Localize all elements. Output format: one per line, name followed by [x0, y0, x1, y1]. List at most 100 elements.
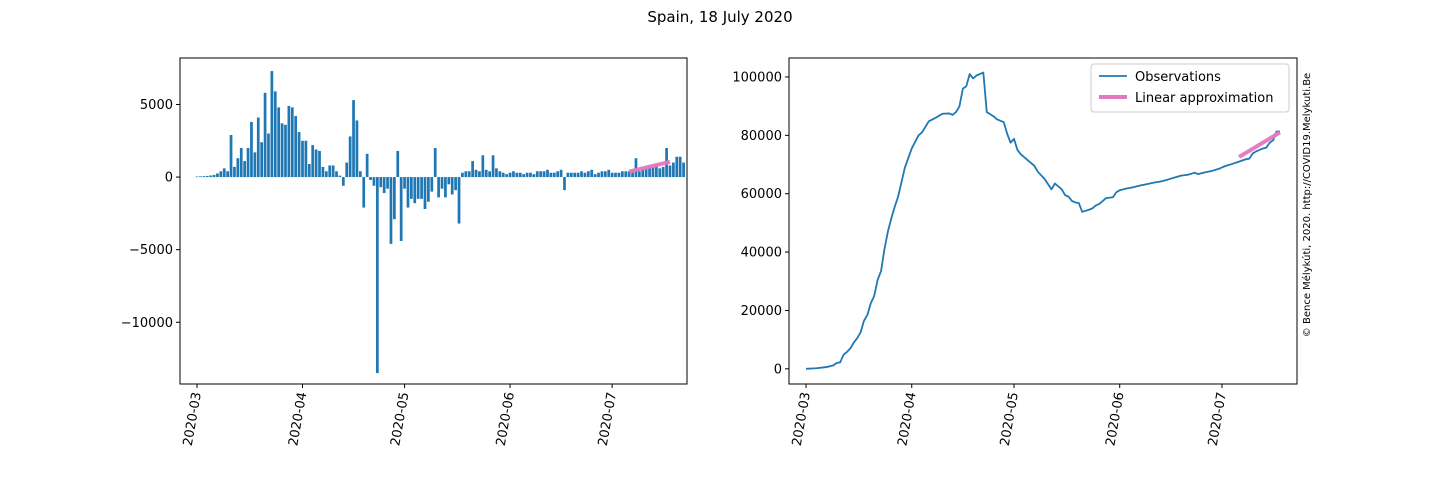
linear-approximation-line — [1238, 130, 1281, 159]
bar — [651, 166, 655, 178]
bar — [393, 177, 396, 220]
bar — [260, 142, 264, 178]
y-tick-label: 5000 — [140, 98, 173, 113]
x-tick-label: 2020-07 — [596, 391, 620, 447]
bar — [287, 105, 291, 178]
bar — [576, 172, 580, 178]
x-tick-label: 2020-05 — [388, 391, 412, 447]
bar — [440, 177, 444, 189]
bar — [583, 172, 587, 178]
bar — [335, 171, 338, 178]
bar — [358, 171, 362, 178]
bar — [209, 175, 212, 178]
bar — [226, 171, 229, 178]
bar — [362, 177, 366, 208]
bar — [478, 171, 481, 178]
bar — [341, 177, 345, 186]
bar — [199, 176, 202, 178]
bar — [512, 171, 515, 178]
bar — [644, 168, 648, 178]
x-tick-label: 2020-05 — [998, 391, 1022, 447]
bar — [256, 117, 260, 178]
bar — [471, 161, 474, 178]
bar — [552, 172, 556, 178]
bar — [532, 174, 536, 178]
bar — [307, 164, 311, 178]
bar — [668, 165, 672, 178]
bar — [212, 174, 216, 178]
bar — [331, 165, 335, 178]
bar — [379, 177, 383, 188]
bar — [301, 140, 304, 178]
bar — [620, 171, 624, 178]
bar — [263, 92, 267, 178]
bar — [216, 173, 219, 178]
x-tick-label: 2020-06 — [494, 391, 518, 447]
bar — [518, 172, 522, 178]
bar — [515, 172, 519, 178]
bar — [406, 177, 410, 208]
bar — [661, 166, 665, 178]
bar — [328, 165, 332, 178]
bar — [607, 169, 611, 178]
bar — [566, 172, 570, 178]
bar-chart-y-axis: 5000 0 −5000 −10000 — [121, 98, 180, 331]
bar — [447, 177, 451, 185]
bar — [277, 107, 281, 178]
bar — [416, 177, 420, 199]
bar — [522, 174, 526, 178]
bar — [314, 149, 318, 178]
bar — [586, 171, 590, 178]
bar — [433, 148, 437, 178]
legend-approximation-label: Linear approximation — [1135, 91, 1273, 106]
bar — [563, 177, 566, 191]
bar — [484, 169, 488, 178]
legend-box — [1090, 63, 1290, 113]
bar — [403, 177, 406, 189]
linear-approximation-line — [628, 159, 671, 174]
bar — [437, 177, 440, 198]
bar — [631, 171, 634, 178]
bar — [529, 172, 532, 178]
bar — [229, 134, 233, 178]
y-tick-label: −5000 — [129, 243, 173, 258]
bar — [420, 177, 423, 199]
line-chart-plot — [805, 71, 1281, 370]
y-tick-label: 0 — [165, 171, 173, 186]
bar — [222, 168, 226, 178]
bar-chart-x-axis: 2020-03 2020-04 2020-05 2020-06 2020-07 — [181, 384, 620, 447]
bar — [318, 150, 321, 178]
bar — [297, 132, 301, 178]
bar — [556, 171, 560, 178]
bar — [658, 168, 662, 178]
bar — [250, 121, 253, 178]
bar — [290, 107, 294, 178]
line-chart-y-axis: 0 20000 40000 60000 80000 100000 — [732, 70, 789, 377]
bar — [270, 71, 274, 178]
bar — [542, 171, 546, 178]
line-chart-x-axis: 2020-03 2020-04 2020-05 2020-06 2020-07 — [790, 384, 1230, 447]
bar — [488, 171, 491, 178]
bar — [457, 177, 461, 224]
bar — [675, 156, 679, 178]
bar — [467, 171, 471, 178]
bar — [597, 172, 600, 178]
x-tick-label: 2020-04 — [286, 391, 310, 447]
bar — [569, 172, 573, 178]
bar — [294, 116, 298, 178]
bar — [386, 177, 389, 189]
bar — [253, 152, 257, 178]
bar — [573, 172, 577, 178]
bar — [399, 177, 403, 241]
bar — [678, 156, 682, 178]
bar — [461, 172, 464, 178]
bar — [508, 172, 512, 178]
bar — [474, 169, 478, 178]
bar — [624, 171, 628, 178]
bar — [641, 169, 645, 178]
bar — [280, 123, 284, 178]
bar — [427, 177, 430, 202]
bar — [304, 140, 308, 178]
